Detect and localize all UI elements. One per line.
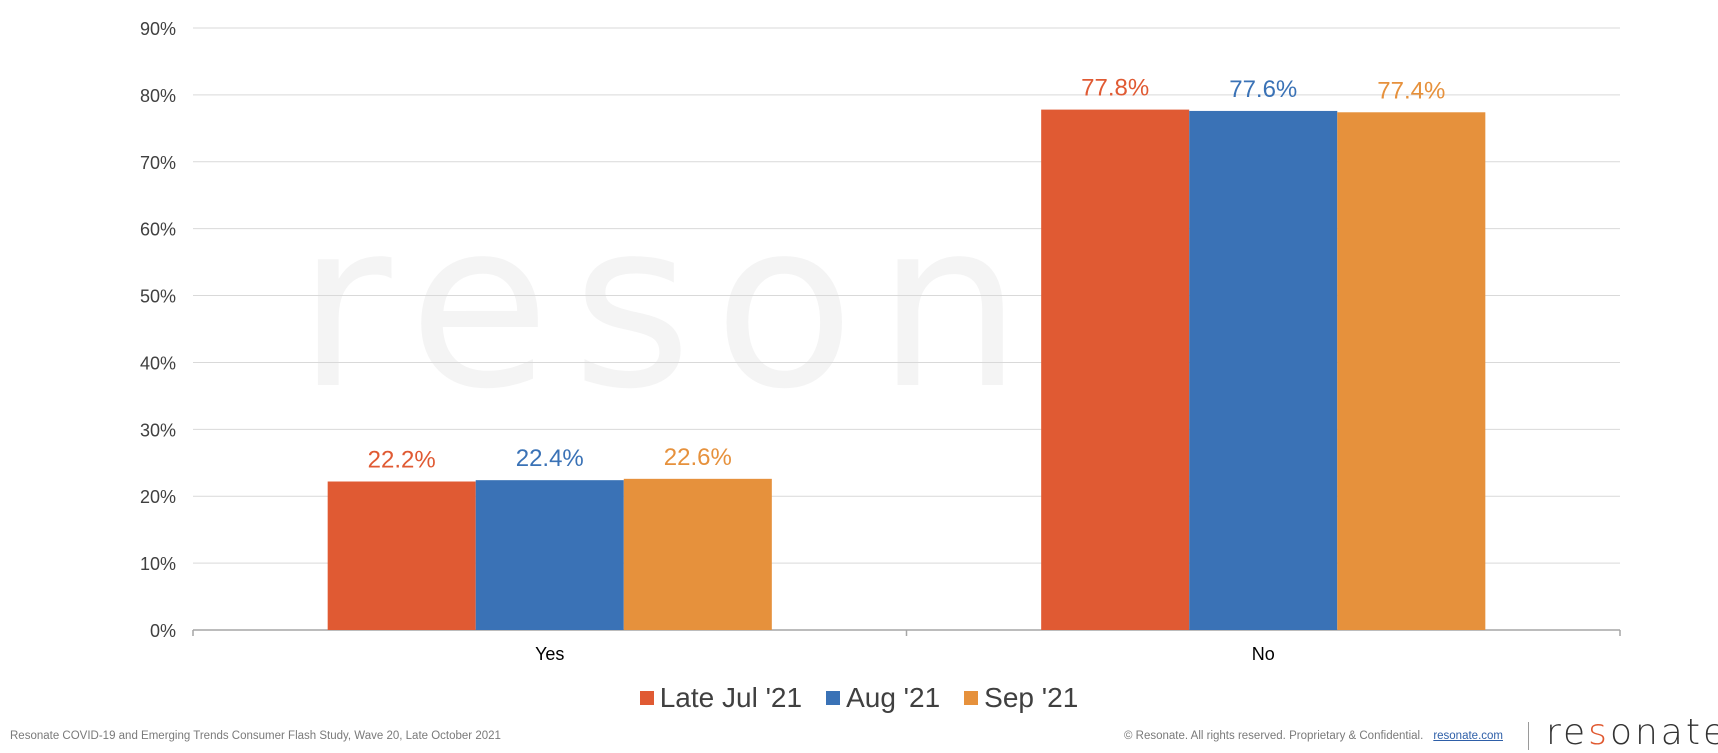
bar: [1041, 109, 1190, 631]
bar: [475, 480, 624, 630]
legend-item: Sep '21: [964, 682, 1078, 714]
data-label: 77.8%: [1081, 75, 1149, 102]
y-tick-label: 10%: [140, 554, 176, 574]
y-tick-label: 70%: [140, 153, 176, 173]
data-label: 22.6%: [664, 444, 732, 471]
data-label: 77.4%: [1377, 77, 1445, 104]
data-label: 77.6%: [1229, 76, 1297, 103]
logo-letter: e: [1563, 712, 1589, 753]
logo-letter: n: [1634, 712, 1661, 753]
legend: Late Jul '21 Aug '21 Sep '21: [0, 680, 1718, 714]
logo-letter: r: [1546, 712, 1564, 753]
y-tick-label: 80%: [140, 86, 176, 106]
legend-label: Aug '21: [846, 682, 941, 713]
logo-letter: t: [1685, 712, 1703, 753]
legend-swatch: [639, 691, 654, 705]
legend-swatch: [826, 691, 841, 705]
y-tick-label: 20%: [140, 487, 176, 507]
logo-letter: a: [1660, 712, 1686, 753]
y-tick-label: 30%: [140, 420, 176, 440]
resonate-logo: resonate: [1546, 712, 1718, 753]
bar: [623, 478, 772, 630]
data-label: 22.4%: [516, 445, 584, 472]
legend-item: Aug '21: [826, 682, 940, 714]
data-label: 22.2%: [368, 447, 436, 474]
y-tick-label: 60%: [140, 220, 176, 240]
copyright-text: © Resonate. All rights reserved. Proprie…: [1124, 730, 1424, 742]
y-tick-label: 90%: [140, 19, 176, 39]
footer-copyright: © Resonate. All rights reserved. Proprie…: [1124, 730, 1503, 742]
data-labels: 22.2% 22.4% 22.6% 77.8% 77.6% 77.4%: [368, 75, 1446, 474]
legend-swatch: [964, 691, 979, 705]
x-tick-label: No: [1252, 644, 1275, 664]
website-link[interactable]: resonate.com: [1433, 730, 1503, 742]
source-note: Resonate COVID-19 and Emerging Trends Co…: [10, 730, 501, 742]
legend-label: Sep '21: [984, 682, 1079, 713]
bar: [1337, 112, 1486, 630]
y-tick-label: 0%: [150, 621, 176, 641]
footer-divider: [1528, 722, 1529, 750]
y-tick-label: 50%: [140, 287, 176, 307]
legend-item: Late Jul '21: [639, 682, 803, 714]
logo-letter: o: [1609, 712, 1635, 753]
bar: [327, 481, 476, 630]
x-tick-label: Yes: [535, 644, 564, 664]
y-tick-label: 40%: [140, 353, 176, 373]
legend-label: Late Jul '21: [659, 682, 803, 713]
logo-letter: e: [1702, 712, 1718, 753]
footer-source: Resonate COVID-19 and Emerging Trends Co…: [10, 730, 501, 742]
bars: [327, 109, 1486, 631]
bar: [1189, 110, 1338, 631]
logo-letter: s: [1588, 712, 1610, 753]
